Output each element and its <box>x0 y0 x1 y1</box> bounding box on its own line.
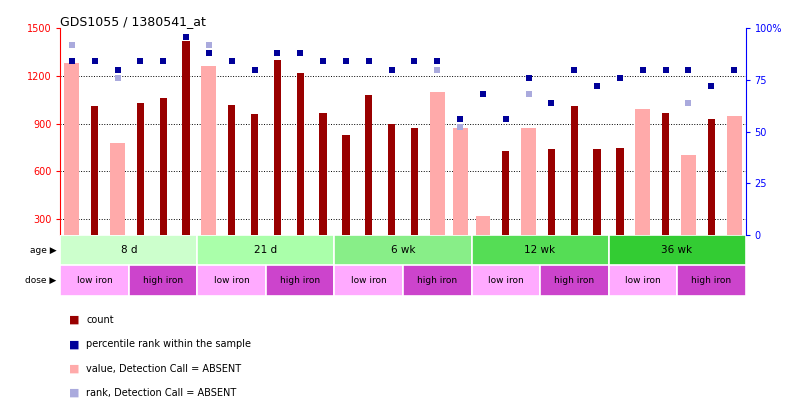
Text: ■: ■ <box>69 364 79 373</box>
Text: 8 d: 8 d <box>121 245 137 255</box>
Text: high iron: high iron <box>555 276 594 285</box>
Bar <box>609 265 677 296</box>
Bar <box>593 149 600 235</box>
Text: count: count <box>86 315 114 325</box>
Bar <box>476 216 490 235</box>
Bar <box>343 135 350 235</box>
Bar <box>129 265 197 296</box>
Bar <box>91 106 98 235</box>
Text: high iron: high iron <box>143 276 183 285</box>
Bar <box>334 235 472 265</box>
Bar <box>677 265 746 296</box>
Bar <box>388 124 395 235</box>
Bar <box>727 116 742 235</box>
Bar <box>548 149 555 235</box>
Bar <box>521 128 536 235</box>
Text: rank, Detection Call = ABSENT: rank, Detection Call = ABSENT <box>86 388 236 398</box>
Bar <box>251 114 258 235</box>
Bar <box>182 41 189 235</box>
Bar <box>60 265 129 296</box>
Bar <box>662 113 669 235</box>
Bar <box>430 92 445 235</box>
Bar <box>197 235 334 265</box>
Bar <box>274 60 281 235</box>
Bar <box>571 106 578 235</box>
Bar <box>472 265 540 296</box>
Bar <box>472 235 609 265</box>
Bar <box>60 235 197 265</box>
Bar <box>609 235 746 265</box>
Bar <box>681 156 696 235</box>
Bar <box>110 143 125 235</box>
Bar <box>64 63 79 235</box>
Text: age ▶: age ▶ <box>30 245 56 255</box>
Text: ■: ■ <box>69 315 79 325</box>
Bar <box>297 73 304 235</box>
Bar <box>137 103 144 235</box>
Bar <box>334 265 403 296</box>
Text: dose ▶: dose ▶ <box>25 276 56 285</box>
Bar <box>228 104 235 235</box>
Text: low iron: low iron <box>214 276 250 285</box>
Text: 12 wk: 12 wk <box>525 245 555 255</box>
Text: ■: ■ <box>69 388 79 398</box>
Text: low iron: low iron <box>77 276 113 285</box>
Bar <box>403 265 472 296</box>
Text: low iron: low iron <box>488 276 524 285</box>
Text: GDS1055 / 1380541_at: GDS1055 / 1380541_at <box>60 15 206 28</box>
Bar <box>319 113 326 235</box>
Bar <box>453 128 467 235</box>
Bar <box>708 119 715 235</box>
Bar <box>635 109 650 235</box>
Text: ■: ■ <box>69 339 79 349</box>
Bar <box>365 95 372 235</box>
Bar <box>540 265 609 296</box>
Text: low iron: low iron <box>625 276 661 285</box>
Text: 21 d: 21 d <box>255 245 277 255</box>
Text: 6 wk: 6 wk <box>391 245 415 255</box>
Text: low iron: low iron <box>351 276 387 285</box>
Bar <box>197 265 266 296</box>
Text: 36 wk: 36 wk <box>662 245 692 255</box>
Text: value, Detection Call = ABSENT: value, Detection Call = ABSENT <box>86 364 241 373</box>
Bar <box>160 98 167 235</box>
Bar <box>617 147 624 235</box>
Text: high iron: high iron <box>692 276 731 285</box>
Bar <box>411 128 418 235</box>
Text: high iron: high iron <box>280 276 320 285</box>
Bar <box>202 66 216 235</box>
Bar <box>266 265 334 296</box>
Text: percentile rank within the sample: percentile rank within the sample <box>86 339 251 349</box>
Bar <box>502 151 509 235</box>
Text: high iron: high iron <box>418 276 457 285</box>
